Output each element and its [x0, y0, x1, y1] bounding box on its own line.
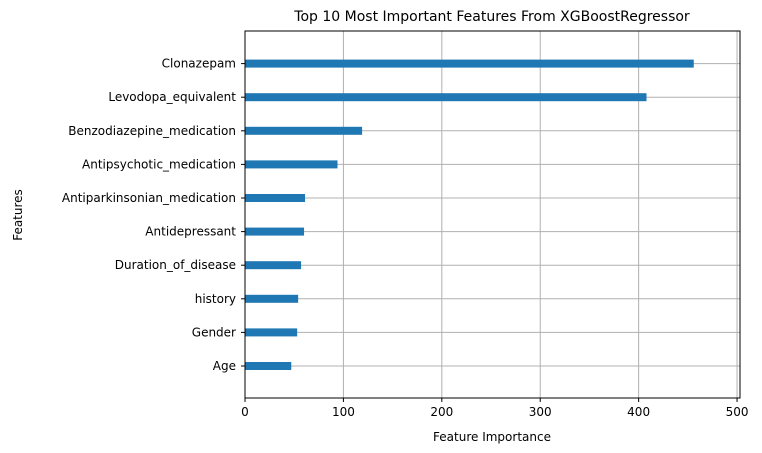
bar	[245, 194, 306, 202]
bar	[245, 261, 302, 270]
x-tick-label: 300	[529, 405, 552, 419]
bar	[245, 328, 298, 337]
grid-lines	[244, 31, 740, 398]
y-tick-label: Antiparkinsonian_medication	[62, 191, 236, 205]
y-tick-label: Benzodiazepine_medication	[68, 124, 236, 138]
x-ticks: 0 100 200 300 400 500	[241, 398, 749, 419]
x-axis-label: Feature Importance	[433, 430, 551, 444]
chart-title: Top 10 Most Important Features From XGBo…	[293, 9, 690, 25]
x-tick-label: 500	[726, 405, 749, 419]
bar	[245, 294, 299, 303]
y-tick-label: Clonazepam	[162, 57, 236, 71]
x-tick-label: 100	[332, 405, 355, 419]
y-tick-label: Levodopa_equivalent	[108, 90, 236, 104]
bar	[245, 93, 647, 102]
y-ticks: Age Gender history Duration_of_disease Antid…	[62, 57, 245, 373]
bar	[245, 362, 292, 370]
bar	[245, 227, 305, 236]
y-tick-label: Duration_of_disease	[115, 258, 236, 272]
y-tick-label: history	[195, 292, 236, 306]
y-tick-label: Antidepressant	[145, 225, 236, 239]
y-axis-label: Features	[11, 189, 25, 241]
bar	[245, 160, 338, 169]
y-tick-label: Gender	[192, 325, 236, 339]
bar	[245, 126, 363, 135]
x-tick-label: 200	[430, 405, 453, 419]
plot-frame	[244, 30, 741, 399]
bars	[245, 59, 694, 370]
x-tick-label: 0	[241, 405, 249, 419]
x-tick-label: 400	[627, 405, 650, 419]
bar	[245, 59, 694, 68]
y-tick-label: Age	[213, 359, 236, 373]
y-tick-label: Antipsychotic_medication	[82, 157, 236, 171]
